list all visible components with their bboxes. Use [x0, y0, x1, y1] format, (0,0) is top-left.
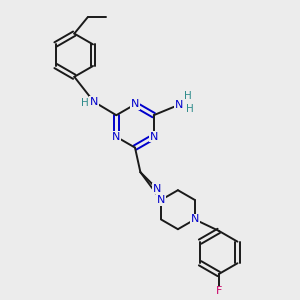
Text: H: H — [81, 98, 89, 108]
Text: N: N — [149, 132, 158, 142]
Text: N: N — [175, 100, 183, 110]
Text: N: N — [153, 184, 161, 194]
Text: N: N — [90, 97, 98, 107]
Text: H: H — [186, 104, 194, 114]
Text: N: N — [112, 132, 121, 142]
Text: N: N — [157, 195, 165, 205]
Text: N: N — [131, 99, 139, 110]
Text: N: N — [190, 214, 199, 224]
Text: F: F — [216, 286, 222, 296]
Text: H: H — [184, 91, 191, 101]
